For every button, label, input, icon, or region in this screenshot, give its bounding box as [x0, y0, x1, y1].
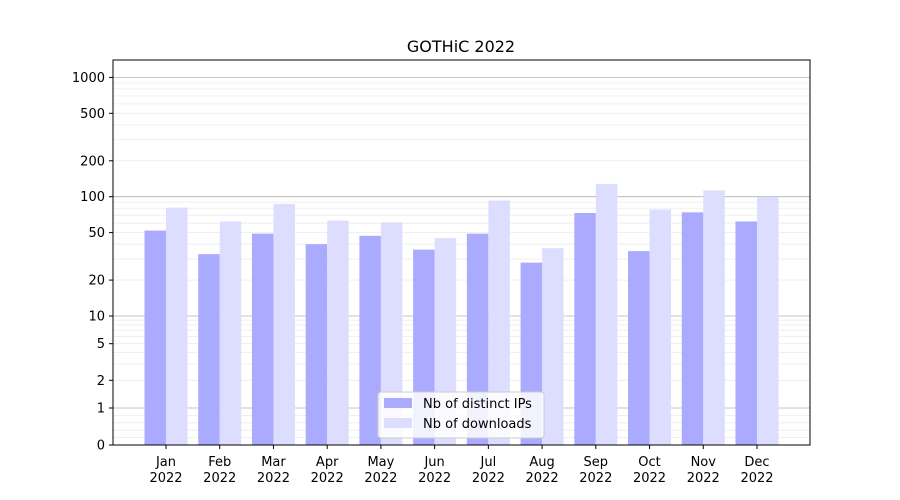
x-tick-label-month: Jul	[480, 455, 497, 470]
bar-downloads	[273, 203, 295, 445]
x-tick-label-year: 2022	[526, 471, 559, 486]
y-tick-label: 1000	[72, 71, 105, 86]
x-tick-label-month: Feb	[208, 455, 231, 470]
plot-frame	[112, 59, 811, 446]
y-tick-label: 200	[80, 154, 105, 169]
bar-downloads	[649, 209, 672, 445]
bar-downloads	[542, 248, 564, 445]
y-tick-label: 500	[80, 107, 105, 122]
x-tick-label-month: Dec	[744, 455, 769, 470]
x-tick-label-month: Jan	[155, 455, 176, 470]
y-tick-label: 100	[80, 190, 105, 205]
bar-distinct-ips	[681, 212, 704, 445]
x-tick-label-year: 2022	[203, 471, 236, 486]
x-tick-label-year: 2022	[418, 471, 451, 486]
x-tick-label-year: 2022	[687, 471, 720, 486]
legend-swatch	[384, 418, 412, 428]
y-tick-label: 20	[88, 274, 105, 289]
bar-downloads	[595, 183, 618, 445]
x-tick-label-year: 2022	[364, 471, 397, 486]
bar-downloads	[219, 221, 242, 445]
legend-label: Nb of distinct IPs	[423, 397, 532, 412]
y-tick-label: 50	[88, 226, 105, 241]
x-tick-label-year: 2022	[579, 471, 612, 486]
legend-box	[377, 391, 545, 439]
bar-distinct-ips	[628, 251, 650, 445]
legend-swatch	[384, 398, 412, 408]
y-tick-label: 5	[97, 337, 105, 352]
y-tick-label: 0	[97, 439, 105, 454]
bar-distinct-ips	[735, 221, 757, 445]
bar-distinct-ips	[305, 244, 328, 445]
y-axis: 0 1 2 5 10 20 50 100 200 500 1000	[72, 71, 113, 454]
x-tick-label-month: May	[367, 455, 394, 470]
y-tick-label: 2	[97, 374, 105, 389]
x-tick-label-month: Aug	[529, 455, 554, 470]
bar-downloads	[166, 207, 188, 445]
x-tick-label-year: 2022	[472, 471, 505, 486]
bar-distinct-ips	[574, 213, 596, 445]
x-axis: Jan2022Feb2022Mar2022Apr2022May2022Jun20…	[149, 445, 774, 486]
bar-downloads	[703, 190, 725, 445]
x-tick-label-month: Nov	[691, 455, 717, 470]
bar-downloads	[327, 220, 349, 445]
y-tick-label: 1	[97, 402, 105, 417]
x-tick-label-month: Apr	[316, 455, 339, 470]
x-tick-label-month: Jun	[423, 455, 444, 470]
bar-distinct-ips	[251, 233, 274, 445]
bar-downloads	[488, 200, 510, 445]
chart-title: GOTHiC 2022	[407, 37, 515, 56]
legend: Nb of distinct IPs Nb of downloads	[377, 391, 545, 439]
bar-distinct-ips	[144, 230, 166, 445]
x-tick-label-year: 2022	[633, 471, 666, 486]
x-tick-label-year: 2022	[149, 471, 182, 486]
bar-downloads	[380, 222, 403, 445]
x-tick-label-year: 2022	[311, 471, 344, 486]
bar-downloads	[757, 197, 779, 445]
bar-distinct-ips	[359, 235, 381, 445]
x-tick-label-month: Sep	[584, 455, 609, 470]
bars	[144, 183, 779, 445]
y-tick-label: 10	[88, 310, 105, 325]
x-tick-label-month: Mar	[261, 455, 286, 470]
x-tick-label-year: 2022	[257, 471, 290, 486]
bar-distinct-ips	[198, 254, 220, 445]
x-tick-label-year: 2022	[740, 471, 773, 486]
legend-label: Nb of downloads	[423, 417, 532, 432]
x-tick-label-month: Oct	[638, 455, 660, 470]
